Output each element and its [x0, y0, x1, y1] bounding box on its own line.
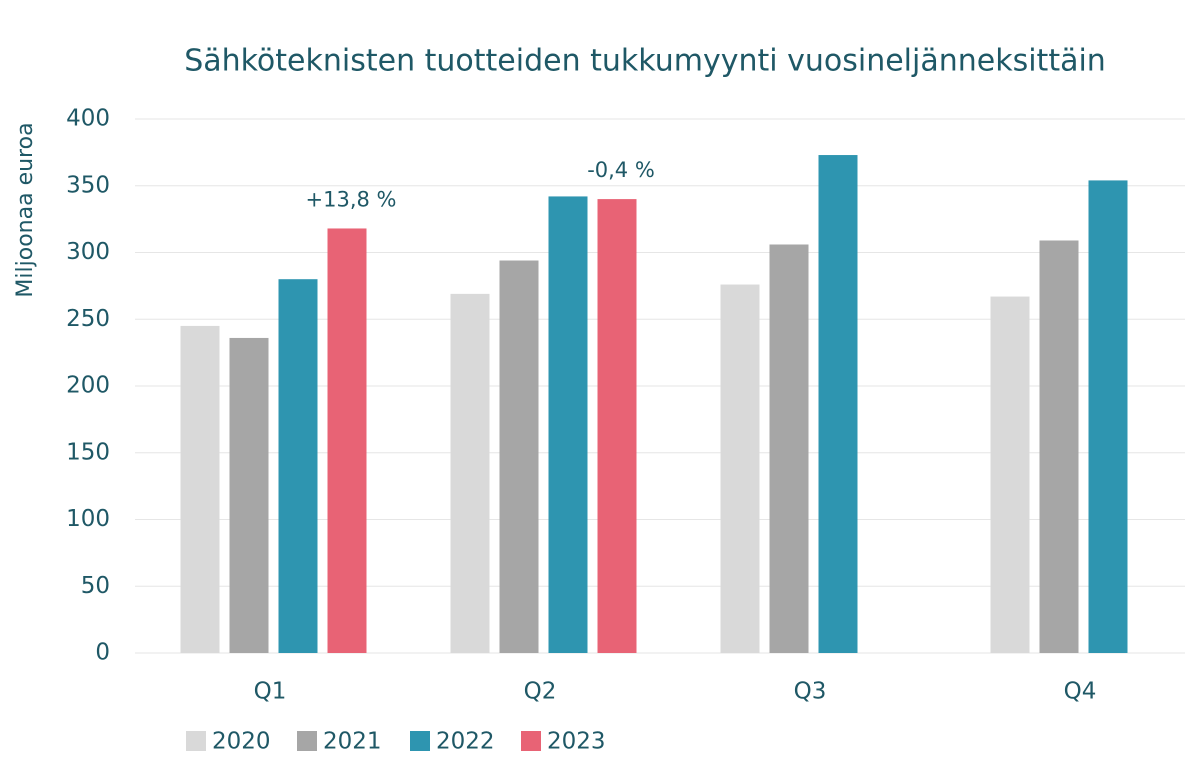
y-tick-label: 150: [66, 439, 110, 465]
legend-swatch: [186, 731, 206, 751]
bar: [180, 325, 220, 653]
x-tick-label: Q3: [794, 679, 827, 705]
bar: [450, 293, 490, 653]
bar: [499, 260, 539, 653]
y-tick-label: 50: [81, 573, 110, 599]
bar: [1088, 180, 1128, 653]
y-tick-label: 250: [66, 306, 110, 332]
x-tick-label: Q1: [254, 679, 287, 705]
annotation: +13,8 %: [306, 187, 397, 211]
bar: [548, 196, 588, 653]
y-tick-label: 200: [66, 373, 110, 399]
bar: [818, 155, 858, 654]
bar: [769, 244, 809, 654]
bar: [597, 199, 637, 653]
legend-label: 2020: [212, 729, 271, 755]
bar: [720, 284, 760, 653]
bar: [327, 228, 367, 653]
x-tick-label: Q2: [524, 679, 557, 705]
y-tick-label: 350: [66, 172, 110, 198]
legend-label: 2022: [436, 729, 495, 755]
legend-label: 2023: [547, 729, 606, 755]
annotation: -0,4 %: [587, 158, 655, 182]
y-tick-label: 300: [66, 239, 110, 265]
legend-swatch: [410, 731, 430, 751]
y-tick-label: 100: [66, 506, 110, 532]
y-axis-label: Miljoonaa euroa: [13, 122, 38, 297]
bar: [278, 279, 318, 653]
bar: [229, 337, 269, 653]
chart-title: Sähköteknisten tuotteiden tukkumyynti vu…: [184, 44, 1106, 79]
x-tick-label: Q4: [1064, 679, 1097, 705]
y-tick-label: 0: [95, 640, 110, 666]
bar: [990, 296, 1030, 653]
y-tick-label: 400: [66, 106, 110, 132]
legend-swatch: [521, 731, 541, 751]
legend-swatch: [297, 731, 317, 751]
bar: [1039, 240, 1079, 654]
legend-label: 2021: [323, 729, 382, 755]
